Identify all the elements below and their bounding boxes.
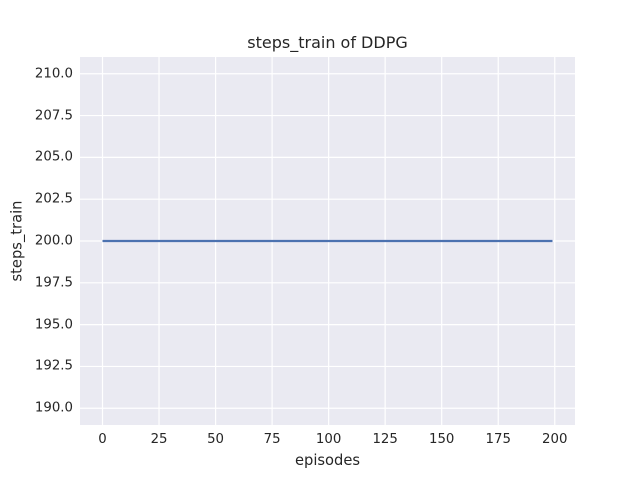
y-tick-label: 197.5 (34, 275, 73, 291)
y-tick-label: 192.5 (34, 358, 73, 374)
x-tick-label: 75 (263, 432, 281, 447)
x-tick-label: 175 (485, 432, 511, 447)
y-tick-label: 195.0 (34, 317, 73, 333)
y-tick-label: 190.0 (34, 400, 73, 416)
chart-title: steps_train of DDPG (247, 33, 408, 52)
x-tick-label: 50 (207, 432, 225, 447)
y-tick-label: 210.0 (34, 66, 73, 82)
y-tick-label: 207.5 (34, 108, 73, 124)
x-tick-label: 200 (542, 432, 568, 447)
y-tick-label: 205.0 (34, 149, 73, 165)
x-tick-label: 0 (98, 432, 107, 447)
x-tick-label: 25 (150, 432, 168, 447)
x-axis-label: episodes (294, 452, 361, 469)
x-tick-label: 150 (428, 432, 455, 447)
y-tick-label: 202.5 (34, 191, 73, 207)
y-tick-label: 200.0 (34, 233, 73, 249)
y-axis-label: steps_train (8, 200, 26, 282)
chart-canvas (80, 57, 575, 425)
plot-area (80, 57, 575, 425)
x-tick-label: 125 (372, 432, 398, 447)
x-tick-label: 100 (315, 432, 342, 447)
